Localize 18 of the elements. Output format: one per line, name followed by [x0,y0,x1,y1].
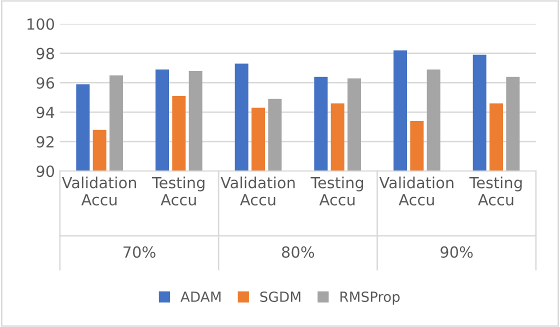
y-tick-label: 92 [36,136,54,148]
text: 80% [282,246,314,258]
x-tick-label: Validation Accu [220,176,295,206]
legend-label: ADAM [180,292,221,302]
y-tick-label: 96 [36,77,54,89]
x-tick-label: Testing Accu [152,176,204,206]
legend-label: RMSProp [340,291,400,305]
x-tick-label: Validation Accu [62,176,136,206]
legend-label: SGDM [260,291,300,302]
text: 70% [124,246,156,258]
y-tick-label: 90 [36,165,54,178]
text: 90% [440,246,473,258]
x-tick-label: Validation Accu [379,176,454,206]
x-tick-label: Testing Accu [469,176,522,206]
y-tick-label: 94 [36,106,54,118]
y-tick-label: 98 [36,48,54,60]
y-tick-label: 100 [28,18,54,30]
x-tick-label: Testing Accu [310,176,364,206]
